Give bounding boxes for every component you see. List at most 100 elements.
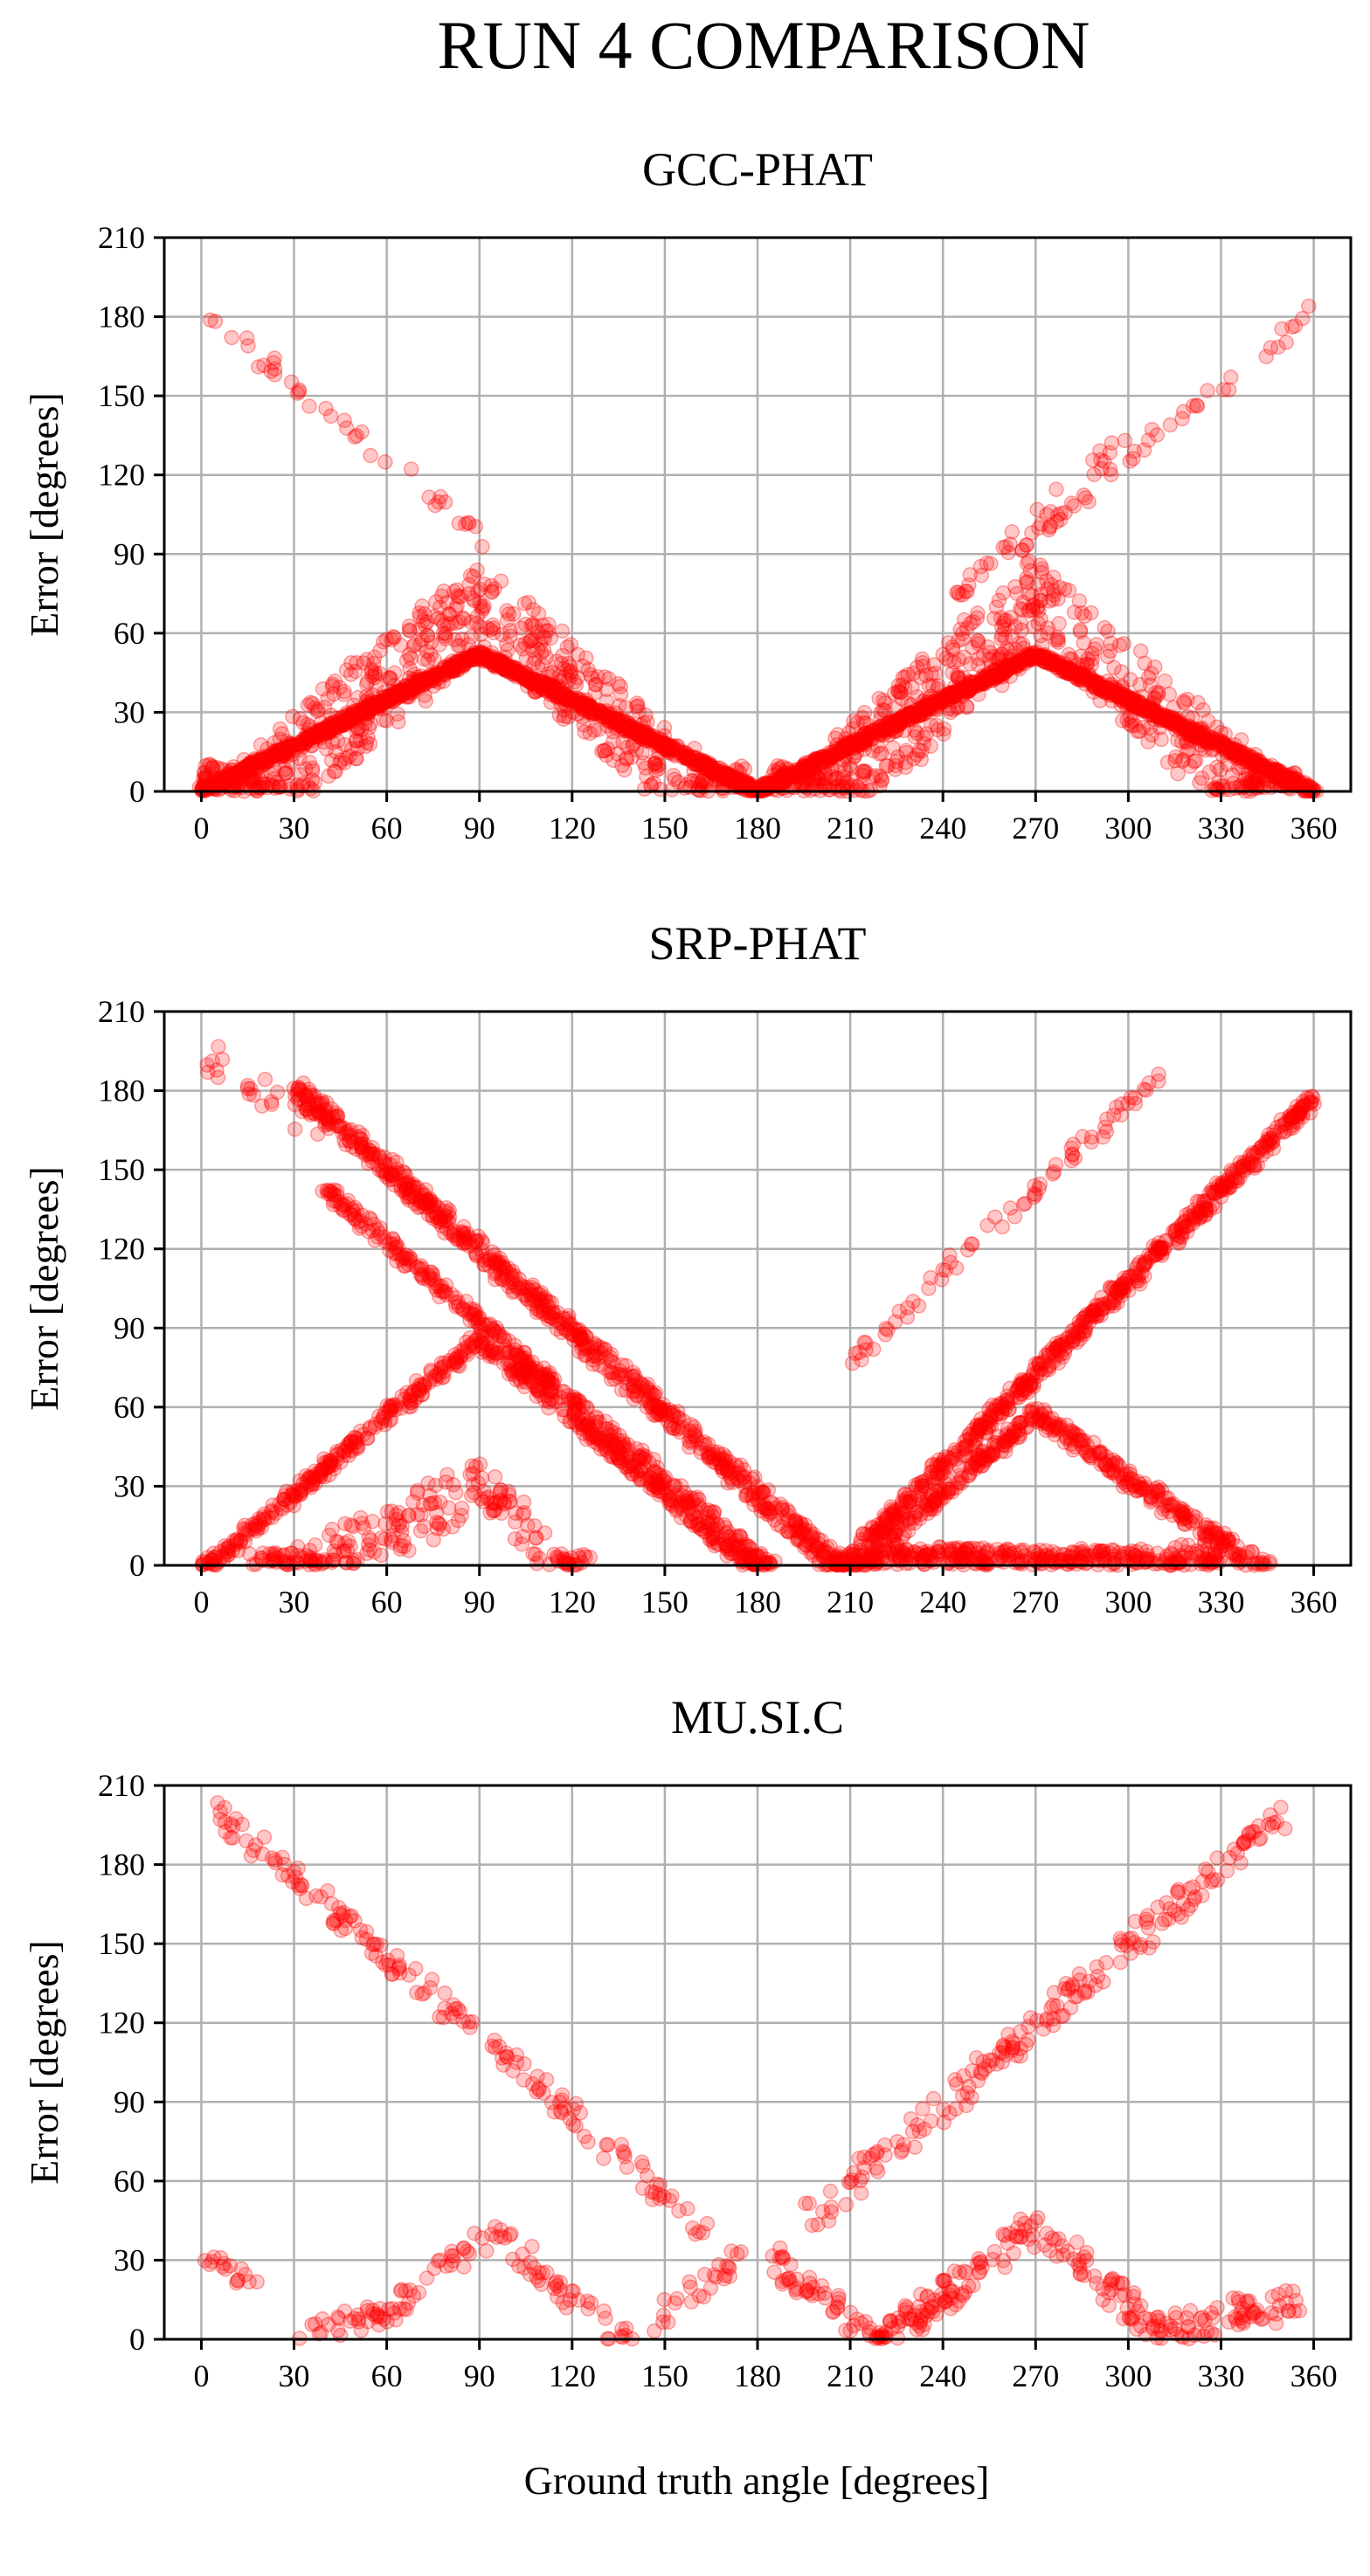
data-point bbox=[387, 684, 403, 701]
data-point bbox=[1102, 445, 1118, 460]
data-point bbox=[487, 1247, 502, 1263]
data-point bbox=[811, 1536, 827, 1552]
data-point bbox=[350, 721, 366, 736]
data-point bbox=[368, 677, 384, 694]
data-point bbox=[381, 688, 398, 704]
data-point bbox=[842, 760, 859, 777]
data-point bbox=[979, 639, 996, 655]
data-point bbox=[1168, 722, 1184, 737]
data-point bbox=[422, 667, 439, 683]
data-point bbox=[1211, 774, 1228, 791]
data-point bbox=[1063, 495, 1080, 511]
data-point bbox=[226, 769, 242, 784]
data-point bbox=[664, 782, 680, 798]
data-point bbox=[562, 659, 578, 674]
data-point bbox=[382, 691, 398, 708]
data-point bbox=[952, 621, 968, 638]
data-point bbox=[578, 1431, 595, 1447]
data-point bbox=[236, 762, 253, 777]
data-point bbox=[344, 709, 360, 725]
data-point bbox=[962, 656, 979, 672]
data-point bbox=[400, 680, 417, 696]
x-tick-label: 60 bbox=[371, 811, 403, 846]
data-point bbox=[352, 704, 369, 721]
data-point bbox=[458, 650, 474, 666]
data-point bbox=[288, 1488, 304, 1503]
data-point bbox=[441, 660, 458, 676]
data-point bbox=[464, 652, 480, 668]
data-point bbox=[339, 705, 355, 721]
data-point bbox=[315, 724, 330, 741]
data-point bbox=[324, 719, 340, 735]
data-point bbox=[1221, 382, 1237, 398]
data-point bbox=[561, 672, 577, 688]
data-point bbox=[413, 674, 429, 691]
data-point bbox=[451, 653, 467, 669]
data-point bbox=[240, 338, 256, 354]
data-point bbox=[880, 758, 896, 774]
data-point bbox=[382, 693, 398, 709]
data-point bbox=[272, 747, 287, 763]
data-point bbox=[358, 706, 374, 722]
data-point bbox=[506, 606, 522, 622]
data-point bbox=[361, 705, 377, 721]
data-point bbox=[355, 703, 370, 720]
data-point bbox=[255, 1509, 272, 1525]
data-point bbox=[442, 606, 458, 623]
data-point bbox=[380, 687, 396, 704]
data-point bbox=[384, 687, 399, 703]
data-point bbox=[401, 646, 418, 663]
data-point bbox=[1077, 490, 1094, 506]
data-point bbox=[656, 720, 673, 736]
data-point bbox=[218, 772, 234, 789]
data-point bbox=[261, 753, 277, 769]
data-point bbox=[265, 749, 280, 765]
data-point bbox=[242, 756, 259, 771]
data-point bbox=[1030, 577, 1047, 592]
data-point bbox=[466, 647, 482, 663]
data-point bbox=[270, 747, 286, 763]
data-point bbox=[441, 659, 457, 674]
data-point bbox=[1072, 624, 1089, 639]
data-point bbox=[1263, 340, 1279, 356]
data-point bbox=[352, 702, 368, 718]
y-tick-label: 120 bbox=[98, 458, 145, 493]
data-point bbox=[352, 707, 368, 722]
y-tick-label: 0 bbox=[129, 774, 145, 809]
data-point bbox=[273, 1500, 289, 1516]
data-point bbox=[446, 658, 462, 674]
data-point bbox=[1116, 636, 1131, 652]
data-point bbox=[1146, 711, 1162, 728]
data-point bbox=[267, 743, 283, 759]
data-point bbox=[319, 1095, 335, 1111]
data-point bbox=[1223, 369, 1239, 385]
data-point bbox=[417, 617, 433, 633]
data-point bbox=[1170, 765, 1186, 782]
data-point bbox=[248, 781, 264, 797]
x-tick-label: 300 bbox=[1104, 811, 1152, 846]
data-point bbox=[224, 329, 239, 346]
data-point bbox=[944, 665, 960, 680]
data-point bbox=[1048, 481, 1064, 498]
data-point bbox=[229, 1534, 245, 1550]
data-point bbox=[313, 726, 329, 742]
data-point bbox=[1278, 335, 1294, 350]
data-point bbox=[272, 731, 288, 748]
data-point bbox=[630, 698, 646, 714]
data-point bbox=[384, 694, 401, 709]
x-tick-label: 360 bbox=[1290, 811, 1338, 846]
data-point bbox=[450, 659, 467, 675]
data-point bbox=[363, 701, 380, 717]
data-point bbox=[322, 408, 339, 425]
data-point bbox=[1288, 776, 1304, 791]
data-point bbox=[448, 657, 464, 673]
y-axis-label: Error [degrees] bbox=[22, 392, 66, 637]
data-point bbox=[657, 742, 673, 757]
data-point bbox=[1157, 673, 1173, 689]
data-point bbox=[417, 670, 433, 687]
data-point bbox=[413, 1377, 430, 1393]
data-point bbox=[445, 653, 460, 669]
data-point bbox=[292, 710, 308, 727]
data-point bbox=[232, 762, 248, 777]
data-point bbox=[225, 768, 240, 784]
